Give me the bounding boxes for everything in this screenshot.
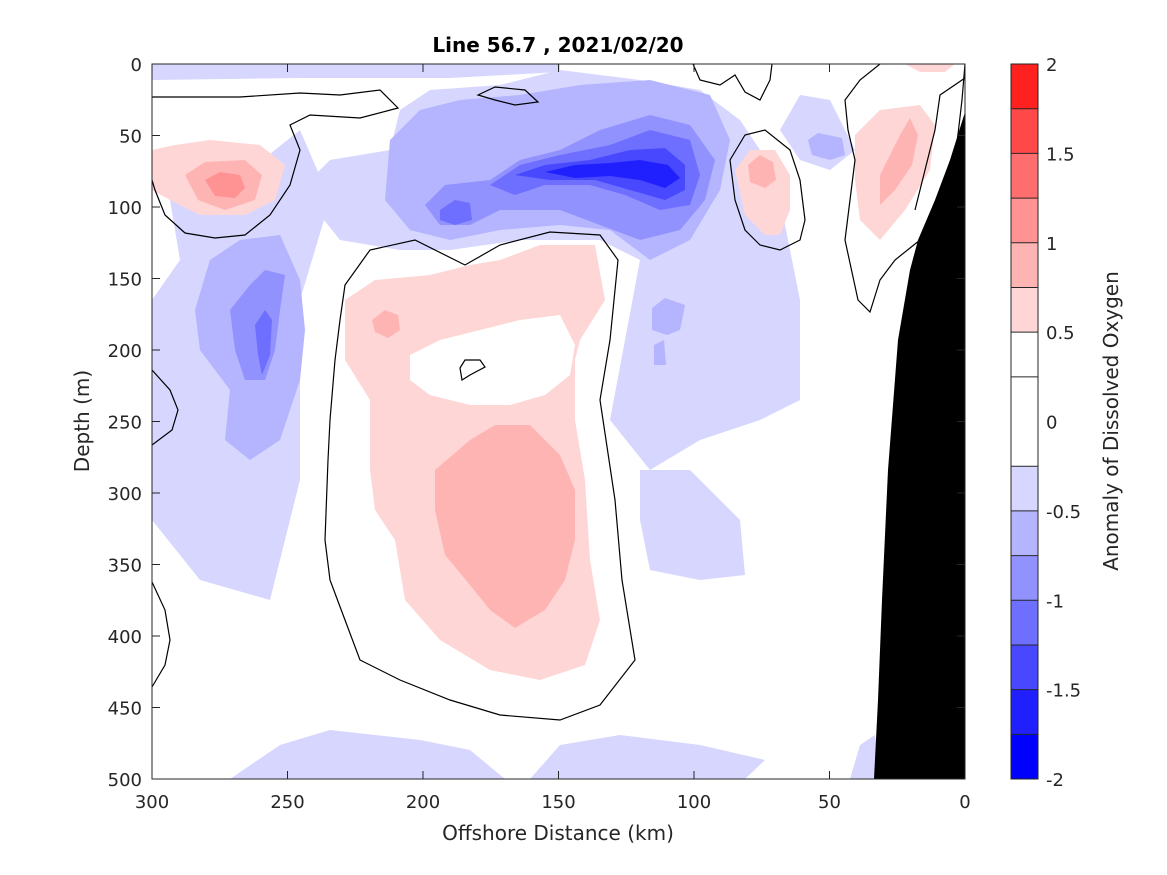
- y-tick-label: 100: [108, 198, 142, 219]
- zero-contour-upper-left: [152, 89, 400, 239]
- contour-fills: [152, 64, 955, 779]
- zero-contour-small-island: [459, 359, 486, 381]
- colorbar-tick-label: -0.5: [1046, 502, 1081, 523]
- contour-fill-high-surface-right: [905, 64, 955, 72]
- contour-fill-low-level-6: [545, 160, 680, 188]
- land-mask-coast: [874, 112, 965, 779]
- colorbar-segment: [1011, 689, 1038, 735]
- zero-contour-right-blob: [914, 77, 965, 211]
- colorbar-segment: [1011, 510, 1038, 556]
- x-tick-label: 50: [818, 792, 841, 813]
- colorbar-tick-label: 0: [1046, 413, 1057, 434]
- chart-title: Line 56.7 , 2021/02/20: [432, 33, 683, 57]
- colorbar-segment: [1011, 64, 1038, 109]
- contour-zero-void: [410, 315, 575, 405]
- zero-contour-left-mid: [152, 369, 179, 446]
- zero-contour-left-lower: [152, 581, 171, 688]
- contour-fill-low-level-4-deep: [255, 310, 272, 375]
- colorbar-segment: [1011, 644, 1038, 690]
- colorbar-segment: [1011, 376, 1038, 467]
- colorbar-segment: [1011, 287, 1038, 333]
- colorbar-segment: [1011, 332, 1038, 377]
- contour-fill-low-bottom-mid: [530, 735, 765, 779]
- x-tick-label: 300: [135, 792, 169, 813]
- colorbar-segment: [1011, 555, 1038, 601]
- contour-fill-low-level-2-small: [652, 298, 685, 335]
- colorbar-segment: [1011, 466, 1038, 511]
- contour-fill-low-bottom-left: [230, 730, 505, 779]
- contour-fill-low-surface: [152, 64, 560, 80]
- contour-fill-low-mid-right: [640, 470, 745, 580]
- colorbar-tick-label: 1: [1046, 234, 1057, 255]
- y-tick-label: 400: [108, 627, 142, 648]
- colorbar-tick-label: -2: [1046, 770, 1064, 791]
- y-axis-title: Depth (m): [70, 370, 94, 472]
- contour-fill-high-level-2-small: [748, 155, 776, 188]
- contour-fill-high-level-2-upper-right: [880, 118, 918, 205]
- colorbar-segment: [1011, 198, 1038, 243]
- zero-contour-small-right: [729, 129, 806, 251]
- y-axis: 0 50 100 150 200 250 300 350 400 450 500: [108, 55, 965, 791]
- colorbar-tick-label: 1.5: [1046, 144, 1075, 165]
- plot-area: [151, 63, 966, 780]
- y-tick-label: 300: [108, 484, 142, 505]
- colorbar-segment: [1011, 108, 1038, 154]
- y-tick-label: 500: [108, 770, 142, 791]
- zero-contour-lines: [152, 64, 965, 721]
- colorbar-tick-label: -1.5: [1046, 681, 1081, 702]
- y-tick-label: 350: [108, 556, 142, 577]
- zero-contour-mid: [324, 231, 636, 721]
- y-tick-label: 150: [108, 270, 142, 291]
- contour-fill-low-level-4-small: [440, 200, 472, 225]
- zero-contour-surface-small: [476, 86, 540, 106]
- colorbar-segment: [1011, 734, 1038, 779]
- y-tick-label: 250: [108, 413, 142, 434]
- colorbar: -2 -1.5 -1 -0.5 0 0.5 1 1.5 2: [1010, 55, 1081, 791]
- colorbar-tick-label: 0.5: [1046, 323, 1075, 344]
- y-tick-label: 200: [108, 341, 142, 362]
- colorbar-label: Anomaly of Dissolved Oxygen: [1099, 271, 1123, 571]
- contour-fill-high-level-2-deep: [435, 425, 575, 628]
- colorbar-tick-label: 2: [1046, 55, 1057, 76]
- contour-fill-low-level-2-right: [808, 133, 845, 160]
- zero-contour-surface-right: [692, 64, 773, 101]
- colorbar-segment: [1011, 242, 1038, 288]
- colorbar-frame: [1010, 63, 1039, 780]
- colorbar-tick-label: -1: [1046, 591, 1064, 612]
- colorbar-segment: [1011, 600, 1038, 645]
- x-tick-label: 150: [541, 792, 575, 813]
- colorbar-segment: [1011, 153, 1038, 199]
- x-tick-label: 250: [270, 792, 304, 813]
- x-tick-label: 0: [959, 792, 970, 813]
- x-tick-label: 200: [406, 792, 440, 813]
- contour-fill-high-level-3: [205, 172, 245, 198]
- x-tick-label: 100: [677, 792, 711, 813]
- contour-fill-low-level-2-small-b: [654, 340, 666, 365]
- y-tick-label: 450: [108, 699, 142, 720]
- x-axis-title: Offshore Distance (km): [442, 821, 674, 845]
- contour-fill-high-level-2-small-b: [372, 310, 400, 338]
- y-tick-label: 50: [119, 127, 142, 148]
- x-axis: 300 250 200 150 100 50 0: [135, 64, 971, 813]
- contour-fill-low-bottom-right: [850, 735, 880, 779]
- y-tick-label: 0: [131, 55, 142, 76]
